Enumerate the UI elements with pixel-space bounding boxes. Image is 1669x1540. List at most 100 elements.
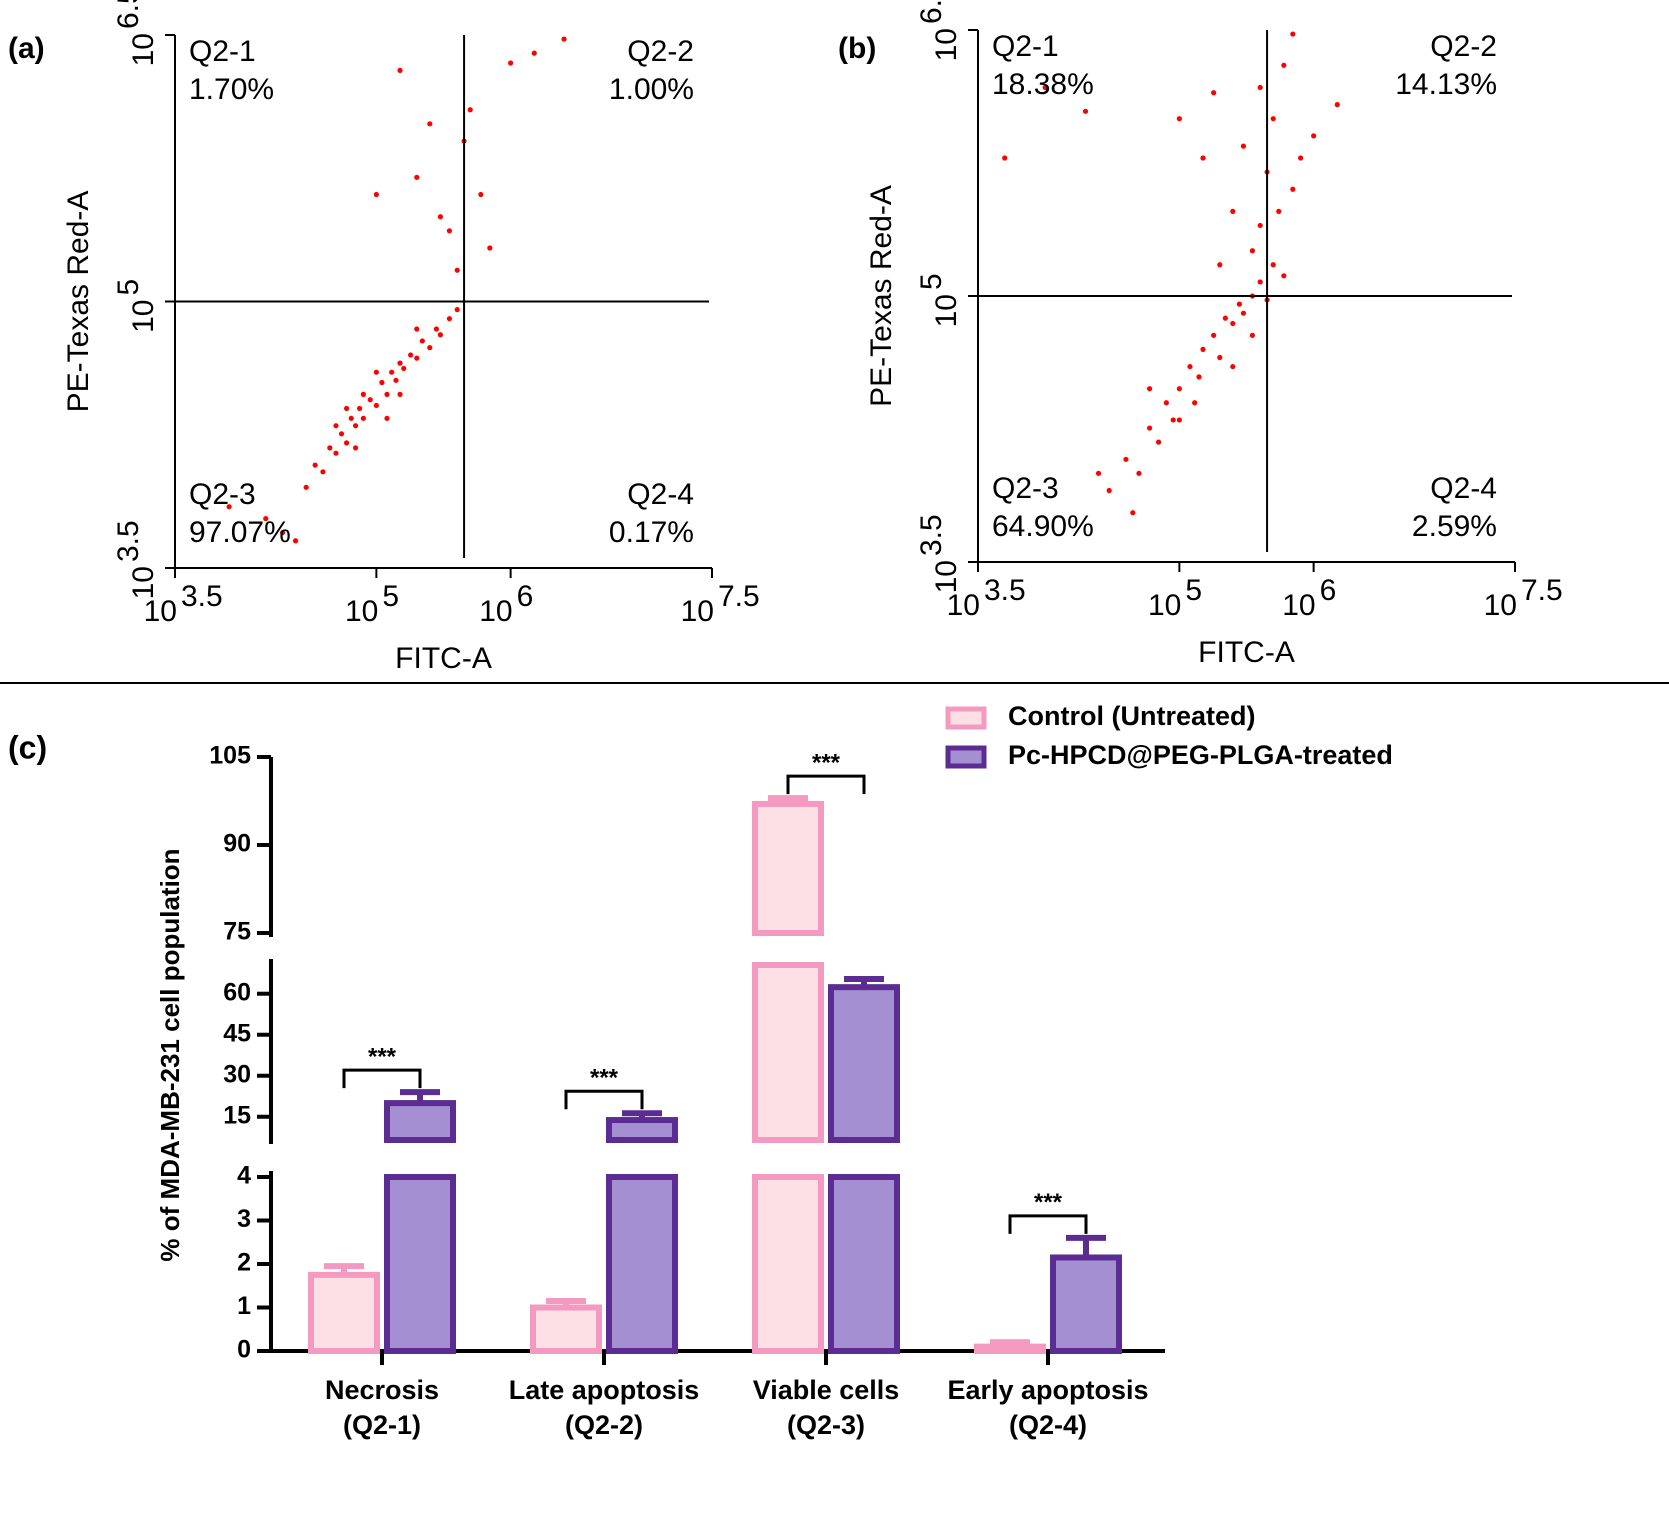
y-tick-label: 0 [237,1336,251,1364]
event-point [397,360,403,366]
event-point [397,67,403,73]
event-point [446,316,453,322]
bar [974,1343,1046,1355]
bar [752,1174,824,1354]
y-tick-label: 60 [223,978,251,1006]
y-tick-label: 105 [209,742,251,770]
bar [384,1174,456,1354]
event-point [401,365,407,372]
x-tick-label: 10 [144,595,177,628]
event-point [373,369,379,375]
y-tick-label: 10 [127,566,160,599]
x-tick-label: Late apoptosis [509,1375,700,1405]
y-axis-title: % of MDA-MB-231 cell population [155,848,185,1261]
event-point [357,405,363,412]
event-point [373,402,379,409]
event-point [393,377,399,383]
x-tick-exponent: 5 [382,580,399,613]
y-tick-group: 105 [915,273,963,327]
x-tick-exponent: 3.5 [984,574,1026,607]
bar [384,1100,456,1143]
event-point [1311,133,1317,139]
significance-bracket [1008,1214,1088,1234]
x-axis-title: FITC-A [1198,636,1295,669]
event-point [373,191,379,198]
quadrant-percent: 64.90% [992,510,1094,543]
x-tick-exponent: 5 [1185,574,1202,607]
event-point [508,60,514,66]
event-point [1082,108,1089,114]
y-tick-exponent: 3.5 [915,514,948,556]
event-point [303,484,309,490]
y-tick-label: 10 [127,33,160,66]
y-tick-group: 105 [112,279,160,333]
quadrant-name: Q2-4 [1430,472,1497,505]
x-tick-label: 10 [479,595,512,628]
x-tick-label: Early apoptosis [947,1375,1148,1405]
scatter-panel: (b)10 3.5 10 5 10 6 10 7.5103.5105106.5Q2-118.3… [838,0,1563,669]
event-point [1281,62,1287,68]
event-point [397,391,403,397]
legend-label: Pc-HPCD@PEG-PLGA-treated [1008,740,1393,770]
event-point [379,379,385,386]
bar [606,1117,678,1143]
event-point [1257,279,1263,285]
event-point [1192,400,1198,406]
event-point [1249,248,1256,254]
event-point [338,431,345,437]
event-point [1211,90,1217,96]
quadrant-name: Q2-3 [189,478,256,511]
y-tick-label: 4 [237,1162,251,1190]
significance-label: *** [590,1065,619,1092]
legend-swatch [945,745,987,769]
y-tick-label: 90 [223,830,251,858]
event-point [1170,417,1176,423]
event-point [427,345,433,351]
quadrant-percent: 2.59% [1412,510,1497,543]
y-tick-group: 103.5 [915,514,963,593]
event-point [1298,155,1304,161]
event-point [352,423,359,429]
event-point [1230,208,1236,214]
event-point [467,107,473,113]
quadrant-percent: 0.17% [609,516,694,549]
y-tick-label: 2 [237,1249,251,1277]
y-tick-label: 1 [237,1292,251,1320]
x-tick-exponent: 3.5 [181,580,223,613]
y-tick-group: 103.5 [112,520,160,599]
event-point [1187,363,1193,370]
quadrant-name: Q2-4 [627,478,694,511]
event-point [433,326,440,332]
event-point [487,245,493,251]
significance-bracket [786,774,866,795]
event-point [414,174,420,180]
event-point [1270,116,1276,122]
event-point [352,445,359,451]
x-tick-exponent: 6 [517,580,534,613]
y-tick-label: 45 [223,1019,251,1047]
y-tick-label: 10 [930,294,963,327]
x-tick-label: 10 [345,595,378,628]
y-tick-exponent: 5 [112,279,145,296]
bar [828,984,900,1143]
significance-label: *** [368,1043,397,1070]
panel-label: (a) [8,32,45,65]
x-tick-label: Viable cells [753,1375,900,1405]
legend-label: Control (Untreated) [1008,701,1255,731]
event-point [1095,470,1102,476]
significance-label: *** [1034,1189,1063,1216]
event-point [1281,273,1287,279]
event-point [1222,315,1228,321]
significance-bracket [564,1089,644,1110]
event-point [320,469,326,475]
event-point [1196,374,1202,380]
y-axis-title: PE-Texas Red-A [865,185,898,407]
y-tick-exponent: 6.5 [112,0,145,29]
event-point [446,228,453,234]
event-point [348,415,354,421]
quadrant-name: Q2-1 [189,35,256,68]
event-point [312,462,318,468]
y-tick-exponent: 6.5 [915,0,948,24]
event-point [1146,425,1153,431]
event-point [1123,456,1129,462]
